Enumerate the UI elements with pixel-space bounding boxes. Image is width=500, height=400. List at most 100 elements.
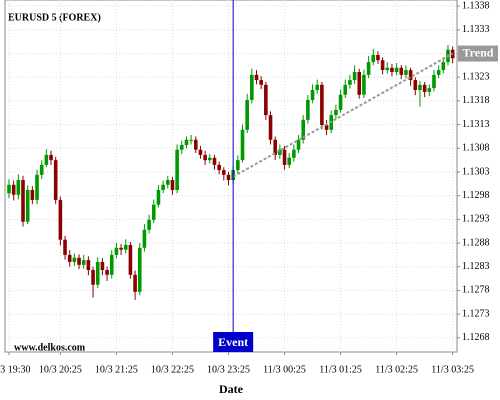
event-label-box <box>213 332 254 352</box>
candle-body <box>366 62 371 75</box>
x-tick-label: 11/3 01:25 <box>319 364 362 375</box>
candle-body <box>53 160 58 200</box>
candle-body <box>123 244 128 250</box>
candle-body <box>376 54 380 61</box>
candle-body <box>282 149 287 165</box>
candle-body <box>114 247 119 255</box>
candle-body <box>278 149 282 155</box>
candle-body <box>362 74 366 95</box>
x-tick-label: 11/3 00:25 <box>263 364 306 375</box>
candle-body <box>25 189 30 222</box>
candle-body <box>72 257 77 262</box>
candle-body <box>357 72 362 95</box>
candle-body <box>287 157 291 165</box>
candle-body <box>259 80 263 85</box>
candle-body <box>371 54 376 63</box>
candle-body <box>194 139 198 150</box>
candle-body <box>109 254 114 275</box>
candle-body <box>236 160 240 171</box>
y-tick-label: 1.1283 <box>462 261 490 272</box>
y-tick-label: 1.1298 <box>462 190 490 201</box>
candle-body <box>380 60 385 71</box>
candle-body <box>254 74 259 81</box>
y-tick-label: 1.1308 <box>462 143 490 154</box>
candle-body <box>208 157 212 161</box>
candle-body <box>408 70 413 81</box>
candle-body <box>296 139 301 150</box>
x-tick-label: 11/3 02:25 <box>375 364 418 375</box>
candle-body <box>175 149 179 190</box>
candle-body <box>21 180 25 222</box>
candle-body <box>165 180 170 185</box>
candle-body <box>91 270 95 285</box>
candle-body <box>151 204 156 220</box>
candle-body <box>212 157 217 165</box>
candle-body <box>7 184 11 194</box>
candle-body <box>30 189 35 200</box>
y-tick-label: 1.1333 <box>462 24 490 35</box>
candle-body <box>390 67 394 73</box>
candle-body <box>413 80 418 91</box>
y-tick-label: 1.1303 <box>462 166 490 177</box>
candle-body <box>86 260 91 271</box>
candle-body <box>320 84 324 126</box>
candle-body <box>49 154 53 161</box>
x-tick-label: 10/3 22:25 <box>151 364 194 375</box>
candle-body <box>44 154 49 165</box>
y-tick-label: 1.1293 <box>462 214 490 225</box>
candle-body <box>324 125 329 130</box>
y-tick-label: 1.1288 <box>462 237 490 248</box>
candle-body <box>217 164 221 171</box>
x-tick-label: 10/3 19:30 <box>0 364 31 375</box>
candle-body <box>170 180 175 190</box>
x-axis-label: Date <box>219 382 244 396</box>
candle-body <box>264 84 268 116</box>
candle-body <box>58 199 63 240</box>
candle-body <box>268 115 273 140</box>
candle-body <box>156 189 161 205</box>
candle-body <box>184 139 189 145</box>
candle-body <box>39 164 44 175</box>
candle-body <box>16 180 21 195</box>
candle-body <box>179 144 184 150</box>
candle-body <box>11 184 16 195</box>
candle-body <box>352 72 357 81</box>
candle-body <box>394 67 399 73</box>
candle-body <box>404 70 408 75</box>
candle-body <box>142 229 147 248</box>
chart-title: EURUSD 5 (FOREX) <box>8 12 101 23</box>
candle-body <box>63 239 67 255</box>
event-label: Event <box>218 335 248 349</box>
candle-body <box>422 84 427 92</box>
candle-body <box>95 261 100 285</box>
y-tick-label: 1.1273 <box>462 308 490 319</box>
candle-body <box>310 90 315 100</box>
candle-body <box>222 170 226 175</box>
candle-body <box>133 274 137 292</box>
candle-body <box>119 247 123 250</box>
candle-body <box>198 149 203 155</box>
y-tick-label: 1.1313 <box>462 119 490 130</box>
candle-body <box>161 184 165 190</box>
candle-body <box>385 67 390 71</box>
y-tick-label: 1.1278 <box>462 285 490 296</box>
y-tick-label: 1.1268 <box>462 332 490 343</box>
candle-body <box>418 84 422 91</box>
candle-body <box>105 270 109 275</box>
candle-body <box>436 70 441 75</box>
candle-body <box>226 174 231 181</box>
candle-body <box>301 119 306 140</box>
candle-body <box>432 74 436 89</box>
candle-body <box>203 154 207 161</box>
candle-body <box>338 94 343 110</box>
candle-body <box>100 261 105 271</box>
plot-frame <box>4 0 458 353</box>
candle-body <box>315 84 320 91</box>
y-tick-label: 1.1318 <box>462 95 490 106</box>
candle-body <box>273 139 277 155</box>
candle-body <box>81 260 86 265</box>
candle-body <box>306 99 310 120</box>
watermark: www.delkos.com <box>14 342 86 353</box>
trend-label-box <box>458 45 498 62</box>
